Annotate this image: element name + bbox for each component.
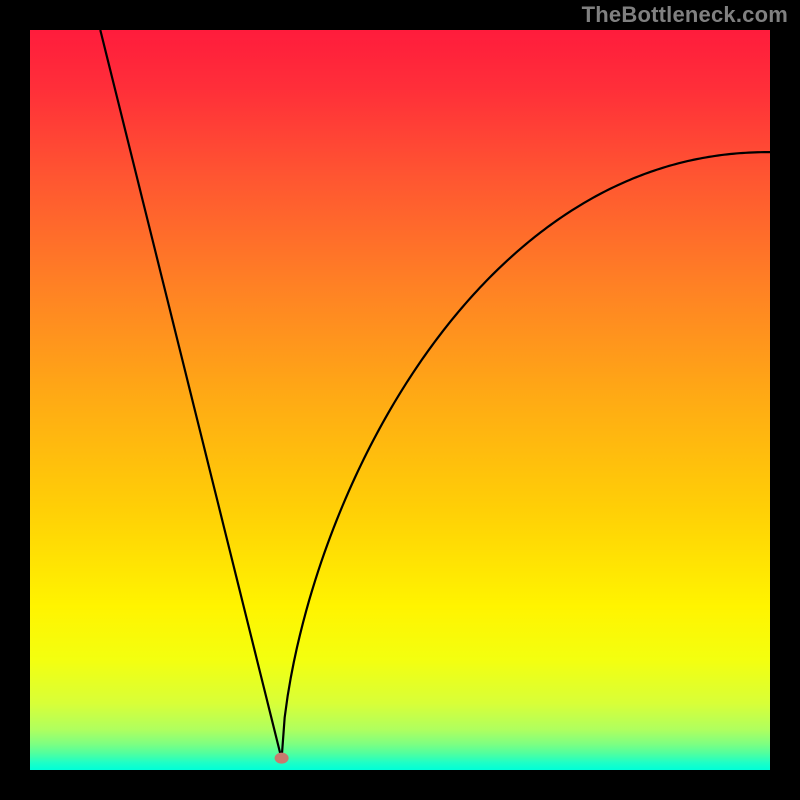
watermark-text: TheBottleneck.com bbox=[582, 2, 788, 28]
chart-svg bbox=[0, 0, 800, 800]
optimum-marker bbox=[275, 753, 289, 764]
chart-container: TheBottleneck.com bbox=[0, 0, 800, 800]
plot-area bbox=[30, 30, 770, 770]
